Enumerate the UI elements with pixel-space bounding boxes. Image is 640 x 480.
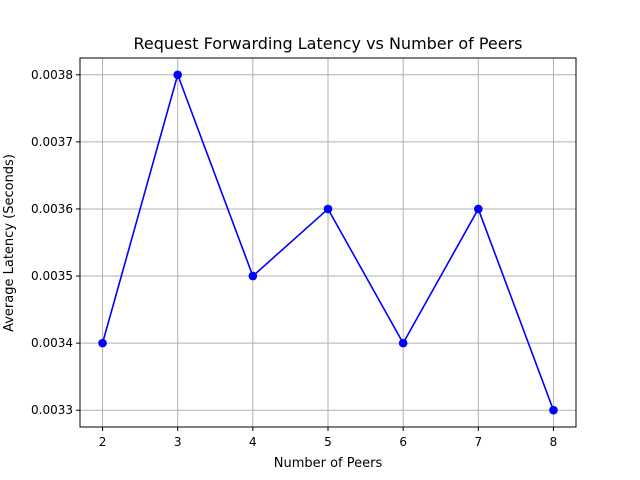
y-tick-label: 0.0036 [31, 202, 73, 216]
x-tick-label: 3 [174, 435, 182, 449]
x-axis-label: Number of Peers [274, 456, 383, 471]
y-tick-label: 0.0035 [31, 269, 73, 283]
data-point [398, 338, 408, 348]
data-point [474, 204, 483, 214]
data-point [248, 271, 258, 281]
y-axis-label: Average Latency (Seconds) [2, 154, 17, 332]
data-point [173, 70, 182, 80]
y-tick-label: 0.0034 [31, 336, 73, 350]
x-tick-label: 2 [99, 435, 107, 449]
data-point [323, 204, 333, 214]
x-tick-label: 4 [249, 435, 257, 449]
data-series [98, 70, 558, 415]
x-tick-label: 6 [399, 435, 407, 449]
grid-lines [80, 58, 576, 427]
x-tick-label: 5 [324, 435, 332, 449]
axis-ticks: 2 3 4 5 6 7 8 0.0033 0.0034 0.0035 0.0036 0.0037 0.0… [31, 68, 557, 449]
x-tick-label: 8 [550, 435, 558, 449]
x-tick-label: 7 [474, 435, 482, 449]
chart-title: Request Forwarding Latency vs Number of … [133, 34, 522, 53]
data-point [549, 405, 558, 415]
y-tick-label: 0.0037 [31, 135, 73, 149]
data-point [98, 338, 107, 348]
y-tick-label: 0.0038 [31, 68, 73, 82]
y-tick-label: 0.0033 [31, 403, 73, 417]
